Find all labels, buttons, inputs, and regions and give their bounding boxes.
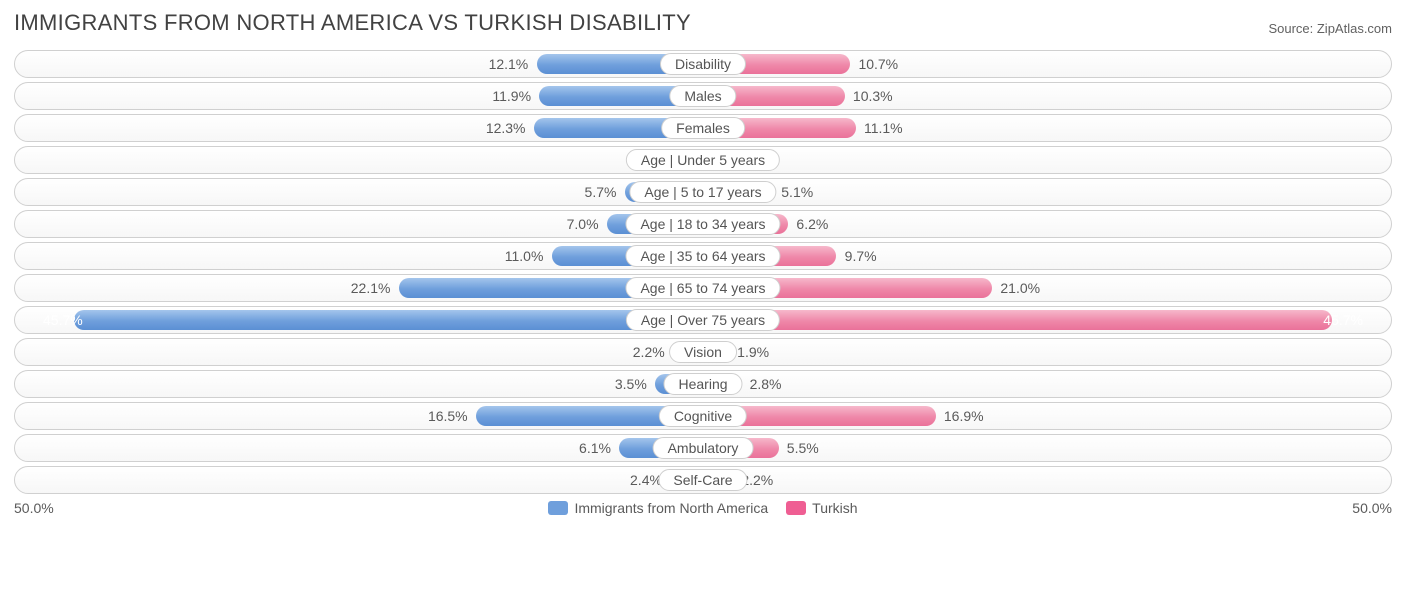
value-left: 22.1% [351, 280, 391, 296]
chart-title: IMMIGRANTS FROM NORTH AMERICA VS TURKISH… [14, 10, 691, 36]
value-left: 6.1% [579, 440, 611, 456]
legend-label-right: Turkish [812, 500, 857, 516]
chart-row: 16.5% 16.9% Cognitive [14, 402, 1392, 430]
chart-container: IMMIGRANTS FROM NORTH AMERICA VS TURKISH… [0, 0, 1406, 524]
chart-row: 7.0% 6.2% Age | 18 to 34 years [14, 210, 1392, 238]
source-prefix: Source: [1268, 21, 1316, 36]
row-label: Self-Care [658, 469, 747, 491]
chart-row: 11.0% 9.7% Age | 35 to 64 years [14, 242, 1392, 270]
value-right: 2.8% [750, 376, 782, 392]
value-left: 12.1% [489, 56, 529, 72]
chart-source: Source: ZipAtlas.com [1268, 21, 1392, 36]
value-left: 7.0% [567, 216, 599, 232]
chart-header: IMMIGRANTS FROM NORTH AMERICA VS TURKISH… [14, 10, 1392, 36]
legend-item-right: Turkish [786, 500, 857, 516]
row-label: Age | Over 75 years [626, 309, 780, 331]
value-left: 11.0% [505, 248, 544, 264]
value-right: 5.1% [781, 184, 813, 200]
legend-swatch-left [548, 501, 568, 515]
row-label: Ambulatory [653, 437, 754, 459]
chart-row: 6.1% 5.5% Ambulatory [14, 434, 1392, 462]
row-label: Age | 5 to 17 years [629, 181, 776, 203]
row-label: Age | 65 to 74 years [625, 277, 780, 299]
row-label: Hearing [663, 373, 742, 395]
bar-left [74, 310, 703, 330]
axis-left-max: 50.0% [14, 500, 54, 516]
row-label: Disability [660, 53, 746, 75]
legend-label-left: Immigrants from North America [574, 500, 768, 516]
row-label: Females [661, 117, 745, 139]
chart-row: 22.1% 21.0% Age | 65 to 74 years [14, 274, 1392, 302]
row-label: Cognitive [659, 405, 747, 427]
chart-row: 2.4%2.2%Self-Care [14, 466, 1392, 494]
legend-swatch-right [786, 501, 806, 515]
value-right: 11.1% [864, 120, 903, 136]
value-left: 45.7% [43, 312, 83, 328]
chart-row: 45.7% 45.7% Age | Over 75 years [14, 306, 1392, 334]
value-left: 5.7% [585, 184, 617, 200]
chart-rows: 12.1% 10.7% Disability 11.9% 10.3% Males 12.3%… [14, 50, 1392, 494]
bar-right [703, 310, 1332, 330]
value-left: 2.4% [630, 472, 662, 488]
chart-legend: Immigrants from North America Turkish [548, 500, 857, 516]
chart-row: 12.1% 10.7% Disability [14, 50, 1392, 78]
legend-item-left: Immigrants from North America [548, 500, 768, 516]
value-right: 9.7% [845, 248, 877, 264]
axis-right-max: 50.0% [1352, 500, 1392, 516]
row-label: Age | 35 to 64 years [625, 245, 780, 267]
row-label: Age | 18 to 34 years [625, 213, 780, 235]
row-label: Age | Under 5 years [626, 149, 780, 171]
chart-row: 3.5% 2.8% Hearing [14, 370, 1392, 398]
chart-axis: 50.0% Immigrants from North America Turk… [14, 500, 1392, 516]
value-right: 6.2% [796, 216, 828, 232]
chart-row: 2.2% 1.9%Vision [14, 338, 1392, 366]
chart-row: 1.4%1.1%Age | Under 5 years [14, 146, 1392, 174]
value-right: 16.9% [944, 408, 984, 424]
row-label: Males [669, 85, 736, 107]
value-left: 2.2% [633, 344, 665, 360]
chart-row: 11.9% 10.3% Males [14, 82, 1392, 110]
value-right: 1.9% [737, 344, 769, 360]
value-right: 45.7% [1323, 312, 1363, 328]
value-left: 12.3% [486, 120, 526, 136]
value-left: 11.9% [492, 88, 531, 104]
value-right: 10.7% [858, 56, 898, 72]
row-label: Vision [669, 341, 737, 363]
chart-row: 5.7% 5.1% Age | 5 to 17 years [14, 178, 1392, 206]
value-right: 5.5% [787, 440, 819, 456]
value-right: 10.3% [853, 88, 893, 104]
value-left: 3.5% [615, 376, 647, 392]
chart-row: 12.3% 11.1% Females [14, 114, 1392, 142]
value-left: 16.5% [428, 408, 468, 424]
source-name: ZipAtlas.com [1317, 21, 1392, 36]
value-right: 21.0% [1000, 280, 1040, 296]
